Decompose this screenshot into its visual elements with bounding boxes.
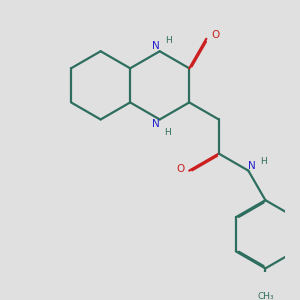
Text: N: N <box>248 161 256 171</box>
Text: H: H <box>260 157 267 166</box>
Text: N: N <box>152 41 160 51</box>
Text: N: N <box>152 119 160 129</box>
Text: CH₃: CH₃ <box>257 292 274 300</box>
Text: H: H <box>164 128 171 136</box>
Text: O: O <box>176 164 184 174</box>
Text: H: H <box>165 36 172 45</box>
Text: O: O <box>211 30 219 40</box>
